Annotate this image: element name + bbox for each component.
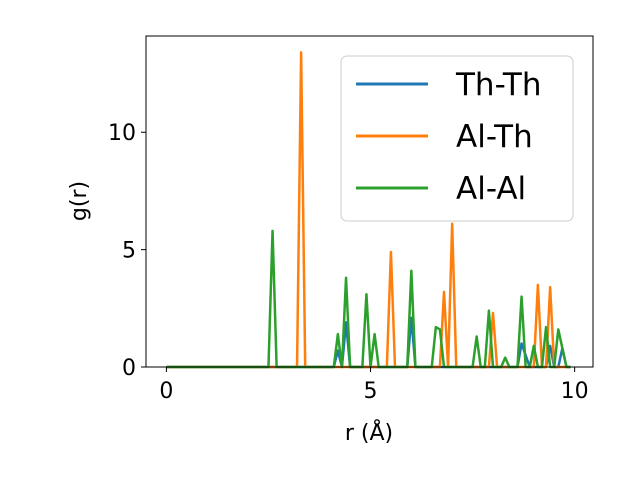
x-axis-label: r (Å): [345, 419, 393, 446]
series-line-al-al: [166, 229, 571, 369]
y-tick-label: 0: [122, 356, 136, 381]
x-tick-label: 0: [159, 379, 173, 404]
x-tick-label: 5: [364, 379, 378, 404]
x-axis: 0 5 10: [159, 367, 589, 404]
legend: Th-Th Al-Th Al-Al: [340, 55, 574, 222]
y-tick-label: 5: [122, 239, 136, 264]
x-tick-label: 10: [561, 379, 589, 404]
legend-label-al-th: Al-Th: [456, 119, 533, 155]
legend-label-th-th: Th-Th: [455, 67, 542, 103]
y-axis-label: g(r): [67, 181, 92, 221]
y-axis: 0 5 10: [108, 121, 146, 381]
legend-box: [340, 55, 574, 222]
plot-frame: [145, 35, 594, 368]
legend-label-al-al: Al-Al: [456, 171, 526, 207]
y-tick-label: 10: [108, 121, 136, 146]
